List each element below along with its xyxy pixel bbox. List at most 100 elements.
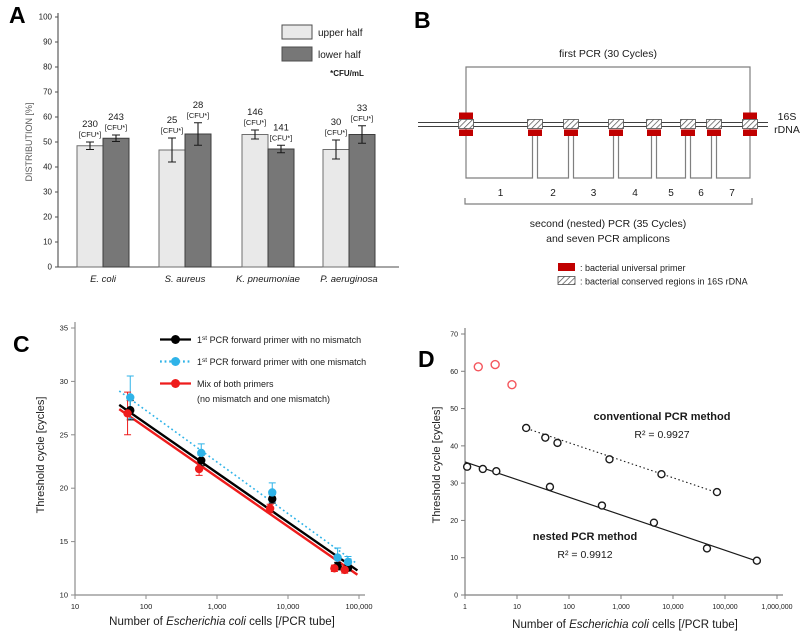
- gene-label-rdna: rDNA: [774, 124, 800, 136]
- primer-block-below: [647, 129, 661, 136]
- amplicon-number: 5: [668, 188, 674, 199]
- primer-block-below: [564, 129, 578, 136]
- trendline-0: [118, 403, 359, 572]
- x-tick-label: 100,000: [345, 602, 372, 611]
- data-point-series-2: [649, 518, 659, 527]
- count-unit-label: [CFU*]: [270, 133, 293, 142]
- y-tick-label: 30: [60, 377, 68, 386]
- data-point-series-1: [553, 438, 562, 448]
- primer-block-above: [743, 112, 757, 119]
- conserved-region-block: [706, 119, 722, 129]
- y-tick-label: 70: [43, 88, 52, 97]
- count-label: 230: [82, 119, 98, 130]
- data-point-series-1: [712, 487, 722, 497]
- data-point-series-2: [478, 464, 488, 474]
- y-axis-title: DISTRIBUTION [%]: [24, 102, 34, 181]
- primer-block-above: [459, 112, 473, 119]
- gene-label-16s: 16S: [778, 111, 797, 123]
- y-tick-label: 35: [60, 324, 68, 333]
- data-point-series-2: [752, 556, 762, 565]
- error-bar: [277, 144, 285, 154]
- count-label: 33: [357, 103, 368, 114]
- y-tick-label: 0: [454, 593, 458, 600]
- first-pcr-title: first PCR (30 Cycles): [559, 48, 657, 60]
- category-label: P. aeruginosa: [320, 274, 377, 285]
- bar-chart-distribution: 0 10 20 30 40 50 60 70 80 90 100 DISTRIBUTION [%] 23…: [24, 13, 399, 285]
- amplicon-outline-1: [465, 136, 534, 179]
- amplicon-outline-2: [536, 136, 570, 179]
- amplicon-number: 6: [698, 188, 704, 199]
- y-tick-label: 80: [43, 63, 52, 72]
- conserved-region-block: [458, 119, 474, 129]
- trendline-1: [522, 426, 721, 495]
- cfu-footnote: *CFU/mL: [330, 69, 364, 78]
- primer-block-below: [681, 129, 695, 136]
- count-unit-label: [CFU*]: [105, 123, 128, 132]
- y-tick-label: 50: [450, 406, 458, 413]
- y-tick-label: 15: [60, 537, 68, 546]
- error-bar: [168, 137, 176, 163]
- nested-caption-line1: second (nested) PCR (35 Cycles): [530, 218, 686, 230]
- data-point-series-1: [197, 448, 206, 458]
- legend-label-2-line2: (no mismatch and one mismatch): [197, 394, 330, 404]
- panel-d-letter: D: [418, 346, 435, 372]
- y-tick-label: 100: [39, 13, 53, 22]
- annotation-method: conventional PCR method: [594, 411, 731, 423]
- bar-lower-0: [102, 137, 130, 268]
- data-point-series-2: [597, 501, 607, 510]
- error-bar: [86, 141, 94, 151]
- error-bar: [358, 125, 366, 144]
- error-bar: [194, 122, 202, 146]
- scatter-chart-method-comparison: 0 10 20 30 40 50 60 70 1 10 100 1,000 10,000 100,000 1…: [431, 328, 793, 631]
- primer-block-below: [609, 129, 623, 136]
- x-tick-label: 100: [140, 602, 153, 611]
- amplicon-number: 7: [729, 188, 735, 199]
- y-tick-label: 60: [43, 113, 52, 122]
- count-label: 25: [167, 115, 178, 126]
- y-tick-label: 20: [43, 213, 52, 222]
- y-tick-label: 60: [450, 369, 458, 376]
- count-label: 30: [331, 117, 342, 128]
- conserved-region-block: [680, 119, 696, 129]
- panel-b-letter: B: [414, 7, 431, 33]
- data-point-series-1: [657, 469, 666, 479]
- x-tick-label: 100,000: [712, 604, 737, 611]
- nested-pcr-bracket: [464, 198, 753, 205]
- nested-caption-line2: and seven PCR amplicons: [546, 233, 670, 245]
- x-tick-label: 10,000: [277, 602, 300, 611]
- legend-dot-2: [171, 379, 180, 388]
- y-axis-title: Threshold cycle [cycles]: [35, 397, 47, 514]
- primer-block-below: [743, 129, 757, 136]
- x-tick-label: 100: [563, 604, 575, 611]
- legend-swatch-1: [281, 46, 313, 62]
- count-unit-label: [CFU*]: [351, 114, 374, 123]
- legend-label-0: 1st PCR forward primer with no mismatch: [197, 335, 361, 345]
- x-axis-title: Number of Escherichia coli cells [/PCR t…: [109, 616, 335, 628]
- trendline-2: [118, 408, 359, 576]
- primer-block-below: [459, 129, 473, 136]
- annotation-r2: R² = 0.9927: [634, 429, 689, 441]
- amplicon-outline-7: [715, 136, 751, 179]
- error-bar: [251, 129, 259, 140]
- legend-dot-0: [171, 335, 180, 344]
- data-point-series-0: [197, 456, 206, 465]
- data-point-series-1: [126, 393, 135, 402]
- data-point-series-2: [194, 464, 204, 474]
- primer-block-below: [707, 129, 721, 136]
- primer-block-below: [528, 129, 542, 136]
- x-tick-label: 1,000: [208, 602, 227, 611]
- count-label: 146: [247, 107, 263, 118]
- panel-a: A 0 10 20 30 40 50 60 70 80 90 100 DISTRIBUTION [%]…: [0, 0, 405, 300]
- data-point-series-1: [333, 553, 342, 562]
- amplicon-number: 1: [498, 188, 504, 199]
- panel-b: B first PCR (30 Cycles) 1 2 3 4 5 6 7 16S rDNA sec…: [405, 0, 810, 300]
- y-tick-label: 40: [43, 163, 52, 172]
- bar-upper-0: [76, 145, 104, 268]
- data-point-series-0: [268, 494, 277, 504]
- legend-conserved-swatch: [557, 276, 576, 285]
- y-axis-title: Threshold cycle [cycles]: [431, 407, 443, 524]
- y-tick-label: 10: [60, 591, 68, 600]
- count-label: 141: [273, 122, 289, 133]
